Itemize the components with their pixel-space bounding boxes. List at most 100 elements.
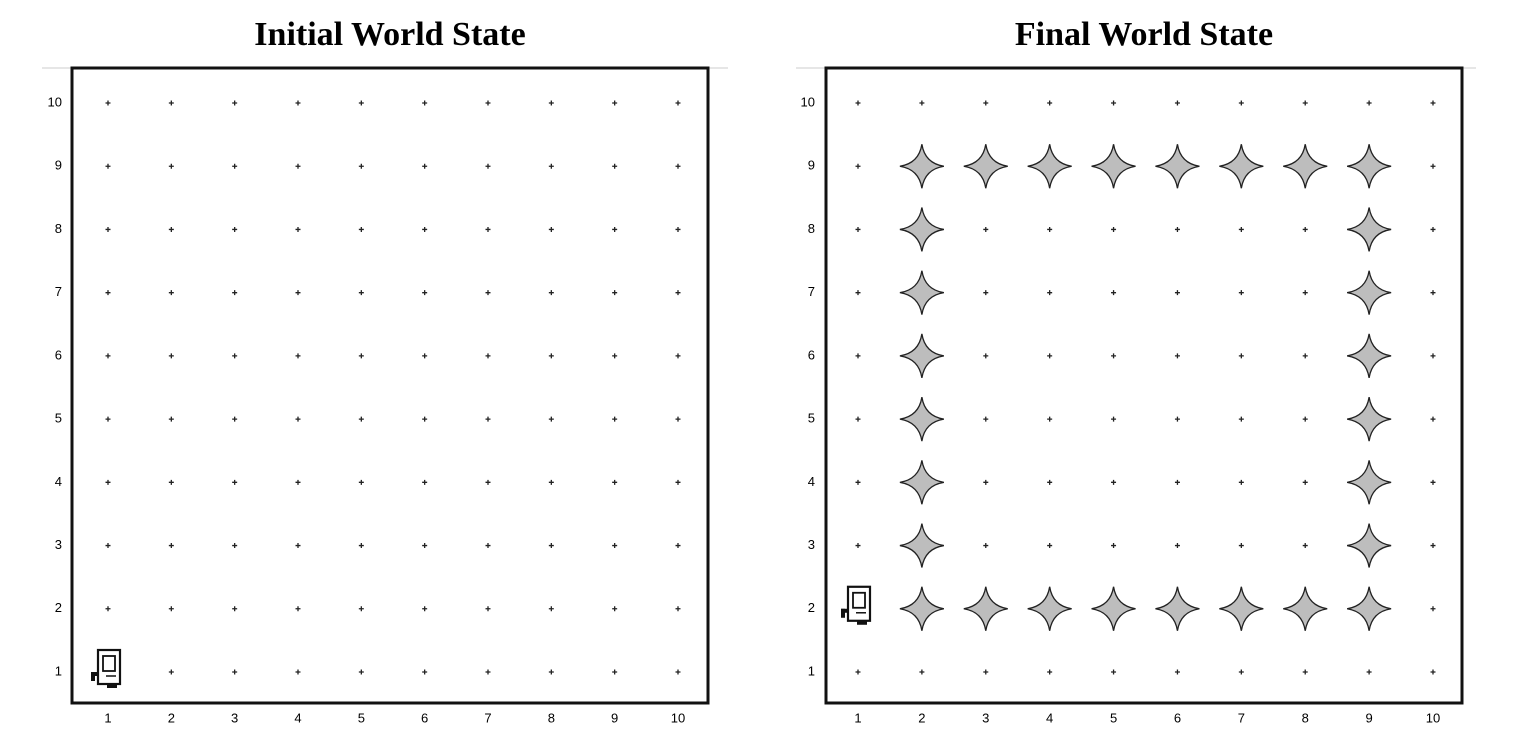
- corner-dot: [168, 163, 174, 169]
- corner-dot: [855, 416, 861, 422]
- corner-dot: [295, 290, 301, 296]
- corner-dot: [1430, 290, 1436, 296]
- row-label: 6: [808, 347, 815, 362]
- corner-dot: [1430, 606, 1436, 612]
- karel-robot: [841, 585, 872, 625]
- row-label: 7: [808, 284, 815, 299]
- corner-dot: [1174, 543, 1180, 549]
- corner-dot: [485, 669, 491, 675]
- corner-dot: [675, 290, 681, 296]
- corner-dot: [1302, 543, 1308, 549]
- row-label: 4: [55, 474, 62, 489]
- beeper: [1155, 144, 1200, 189]
- corner-dot: [422, 100, 428, 106]
- corner-dot: [105, 353, 111, 359]
- corner-dot: [675, 353, 681, 359]
- corner-dot: [612, 543, 618, 549]
- corner-dot: [232, 353, 238, 359]
- corner-dot: [168, 606, 174, 612]
- corner-dot: [485, 353, 491, 359]
- corner-dot: [485, 543, 491, 549]
- corner-dot: [295, 669, 301, 675]
- corner-dot: [1302, 479, 1308, 485]
- corner-dot: [1430, 100, 1436, 106]
- world-panel: Final World State 1 2 3 4 5 6 7 8 9 10 1 2 3 4 5 6 7 8 9 10: [796, 16, 1476, 725]
- corner-dot: [612, 669, 618, 675]
- beeper: [1219, 586, 1264, 631]
- corner-dot: [855, 163, 861, 169]
- corner-dot: [1047, 226, 1053, 232]
- corner-dot: [232, 100, 238, 106]
- column-label: 2: [918, 710, 925, 725]
- karel-screen: [852, 591, 866, 609]
- corner-dot: [168, 479, 174, 485]
- corner-dot: [1047, 479, 1053, 485]
- karel-screen: [102, 655, 116, 672]
- corner-dot: [675, 226, 681, 232]
- corner-dot: [295, 606, 301, 612]
- beeper: [1347, 586, 1392, 631]
- corner-dot: [105, 606, 111, 612]
- corner-dot: [983, 669, 989, 675]
- corner-dot: [232, 479, 238, 485]
- corner-dot: [485, 163, 491, 169]
- corner-dot: [358, 416, 364, 422]
- corner-dot: [1111, 290, 1117, 296]
- corner-dot: [168, 416, 174, 422]
- corner-dot: [612, 290, 618, 296]
- corner-dot: [983, 543, 989, 549]
- corner-dot: [1238, 100, 1244, 106]
- beeper: [1091, 586, 1136, 631]
- row-label: 5: [808, 411, 815, 426]
- karel-foot: [857, 620, 867, 625]
- corner-dot: [1111, 669, 1117, 675]
- corner-dot: [548, 669, 554, 675]
- corner-dot: [1111, 479, 1117, 485]
- corner-dot: [358, 543, 364, 549]
- corner-dot: [1430, 353, 1436, 359]
- corner-dot: [612, 100, 618, 106]
- corner-dot: [1111, 353, 1117, 359]
- corner-dot: [855, 226, 861, 232]
- beeper: [899, 144, 944, 189]
- corner-dot: [358, 479, 364, 485]
- corner-dot: [1111, 226, 1117, 232]
- corner-dot: [422, 606, 428, 612]
- column-label: 3: [982, 710, 989, 725]
- karel-foot: [107, 684, 117, 688]
- corner-dot: [1302, 669, 1308, 675]
- corner-dot: [105, 290, 111, 296]
- corner-dot: [1111, 543, 1117, 549]
- column-label: 9: [611, 710, 618, 725]
- corner-dot: [168, 669, 174, 675]
- row-label: 7: [55, 284, 62, 299]
- row-label: 10: [801, 94, 815, 109]
- corner-dot: [1238, 669, 1244, 675]
- beeper: [1347, 144, 1392, 189]
- corner-dot: [1047, 416, 1053, 422]
- beeper: [899, 523, 944, 568]
- corner-dot: [675, 543, 681, 549]
- row-label: 3: [808, 537, 815, 552]
- corner-dot: [485, 226, 491, 232]
- corner-dot: [295, 543, 301, 549]
- panel-title: Initial World State: [254, 16, 525, 53]
- corner-dot: [1047, 353, 1053, 359]
- beeper: [1091, 144, 1136, 189]
- corner-dot: [358, 606, 364, 612]
- corner-dot: [295, 226, 301, 232]
- beeper: [1347, 333, 1392, 378]
- karel-hand: [91, 672, 95, 681]
- corner-dot: [168, 226, 174, 232]
- corner-dot: [422, 416, 428, 422]
- corner-dot: [548, 416, 554, 422]
- corner-dot: [1430, 479, 1436, 485]
- column-label: 8: [548, 710, 555, 725]
- corner-dot: [105, 163, 111, 169]
- corner-dot: [485, 290, 491, 296]
- corner-dot: [1366, 669, 1372, 675]
- corner-dot: [485, 479, 491, 485]
- corner-dot: [1047, 290, 1053, 296]
- column-label: 5: [1110, 710, 1117, 725]
